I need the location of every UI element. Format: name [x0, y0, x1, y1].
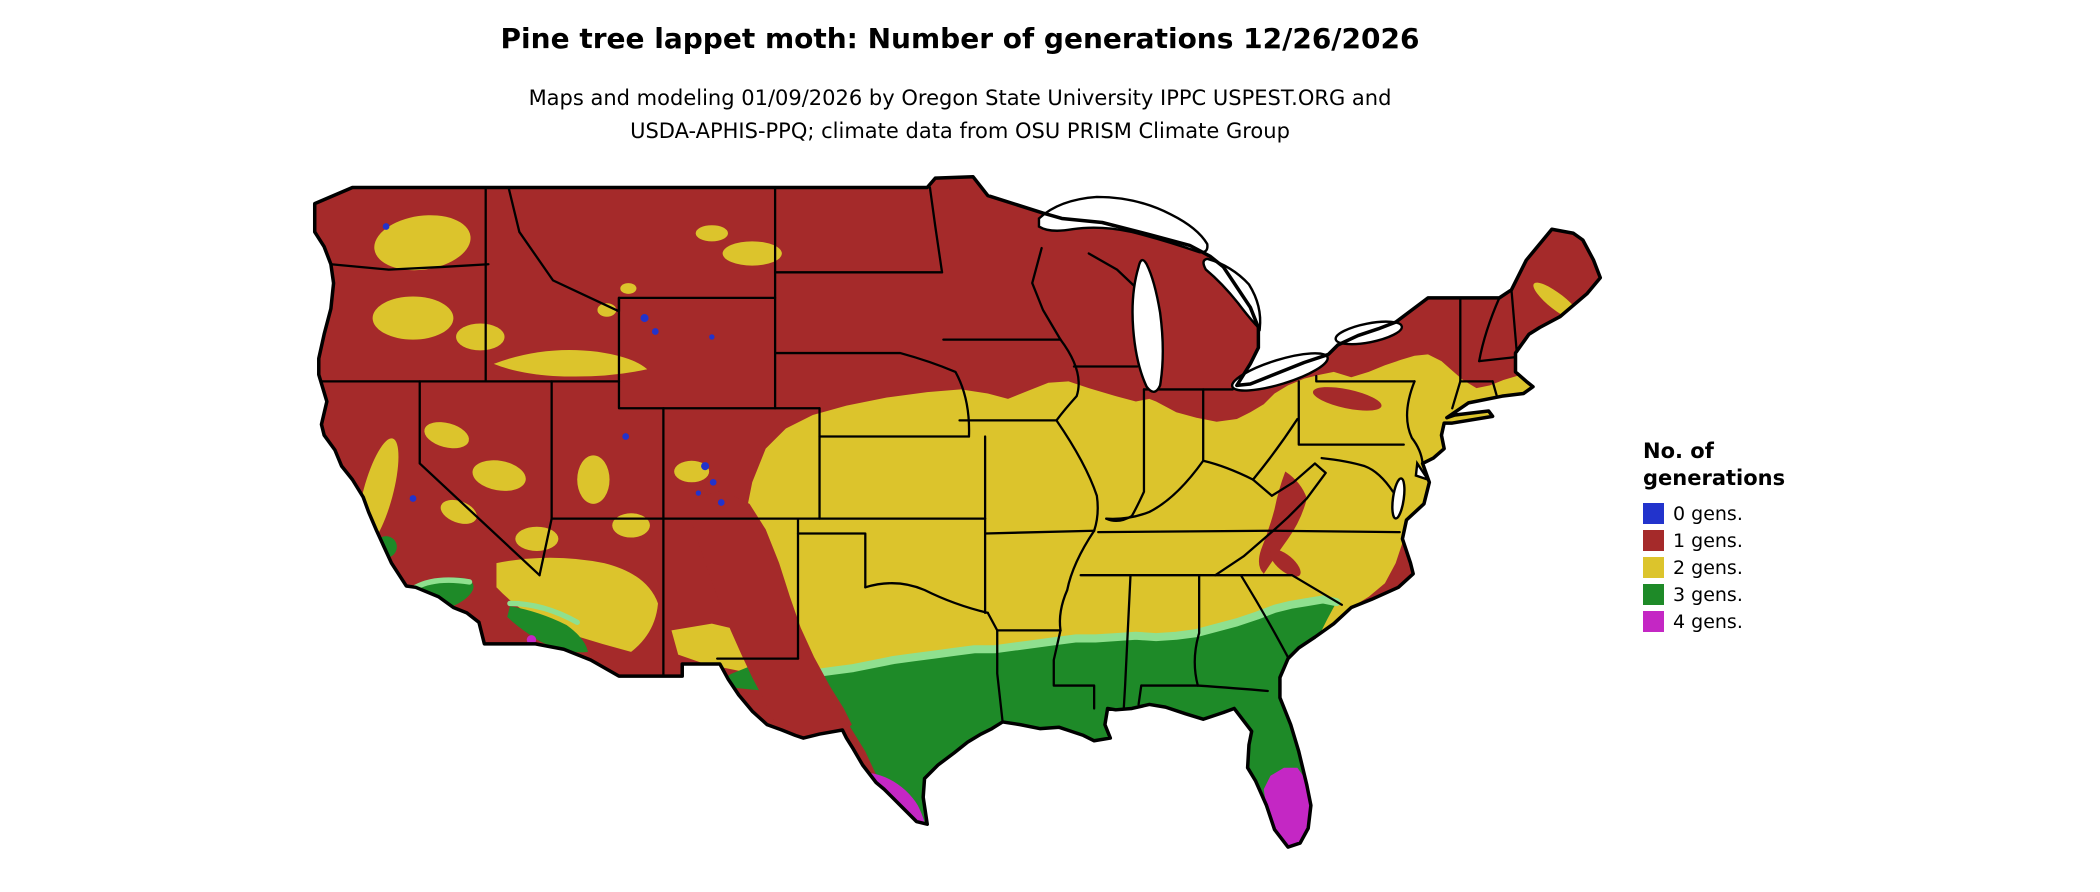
legend-label-3-gens: 3 gens. — [1673, 583, 1743, 606]
us-outline — [312, 174, 1603, 849]
legend-label-1-gens: 1 gens. — [1673, 529, 1743, 552]
state-borders — [320, 185, 1518, 724]
legend-swatch-3-gens — [1643, 584, 1664, 606]
legend-label-2-gens: 2 gens. — [1673, 556, 1743, 579]
legend-swatch-1-gens — [1643, 530, 1664, 552]
legend-swatch-0-gens — [1643, 503, 1664, 525]
subtitle-line-1: Maps and modeling 01/09/2026 by Oregon S… — [528, 86, 1392, 110]
legend-item-2-gens: 2 gens. — [1643, 557, 1873, 579]
lake-michigan — [1131, 258, 1164, 393]
legend-title: No. of generations — [1643, 438, 1873, 493]
legend-item-4-gens: 4 gens. — [1643, 611, 1873, 633]
us-map-svg — [312, 174, 1603, 849]
subtitle-line-2: USDA-APHIS-PPQ; climate data from OSU PR… — [630, 118, 1290, 143]
map-legend: No. of generations 0 gens. 1 gens. 2 gen… — [1643, 438, 1873, 638]
legend-label-0-gens: 0 gens. — [1673, 502, 1743, 525]
lake-huron — [1202, 257, 1262, 332]
chesapeake-bay — [1391, 477, 1406, 520]
legend-label-4-gens: 4 gens. — [1673, 610, 1743, 633]
us-generations-map — [308, 158, 1603, 882]
legend-item-1-gens: 1 gens. — [1643, 530, 1873, 552]
legend-item-0-gens: 0 gens. — [1643, 503, 1873, 525]
delaware-bay — [1414, 460, 1431, 482]
legend-title-line-1: No. of — [1643, 439, 1714, 463]
page-title: Pine tree lappet moth: Number of generat… — [500, 22, 1420, 55]
0gen-specks — [382, 223, 725, 506]
legend-title-line-2: generations — [1643, 466, 1786, 491]
legend-swatch-4-gens — [1643, 611, 1664, 633]
legend-item-3-gens: 3 gens. — [1643, 584, 1873, 606]
page-subtitle: Maps and modeling 01/09/2026 by Oregon S… — [0, 82, 1920, 147]
legend-swatch-2-gens — [1643, 557, 1664, 579]
